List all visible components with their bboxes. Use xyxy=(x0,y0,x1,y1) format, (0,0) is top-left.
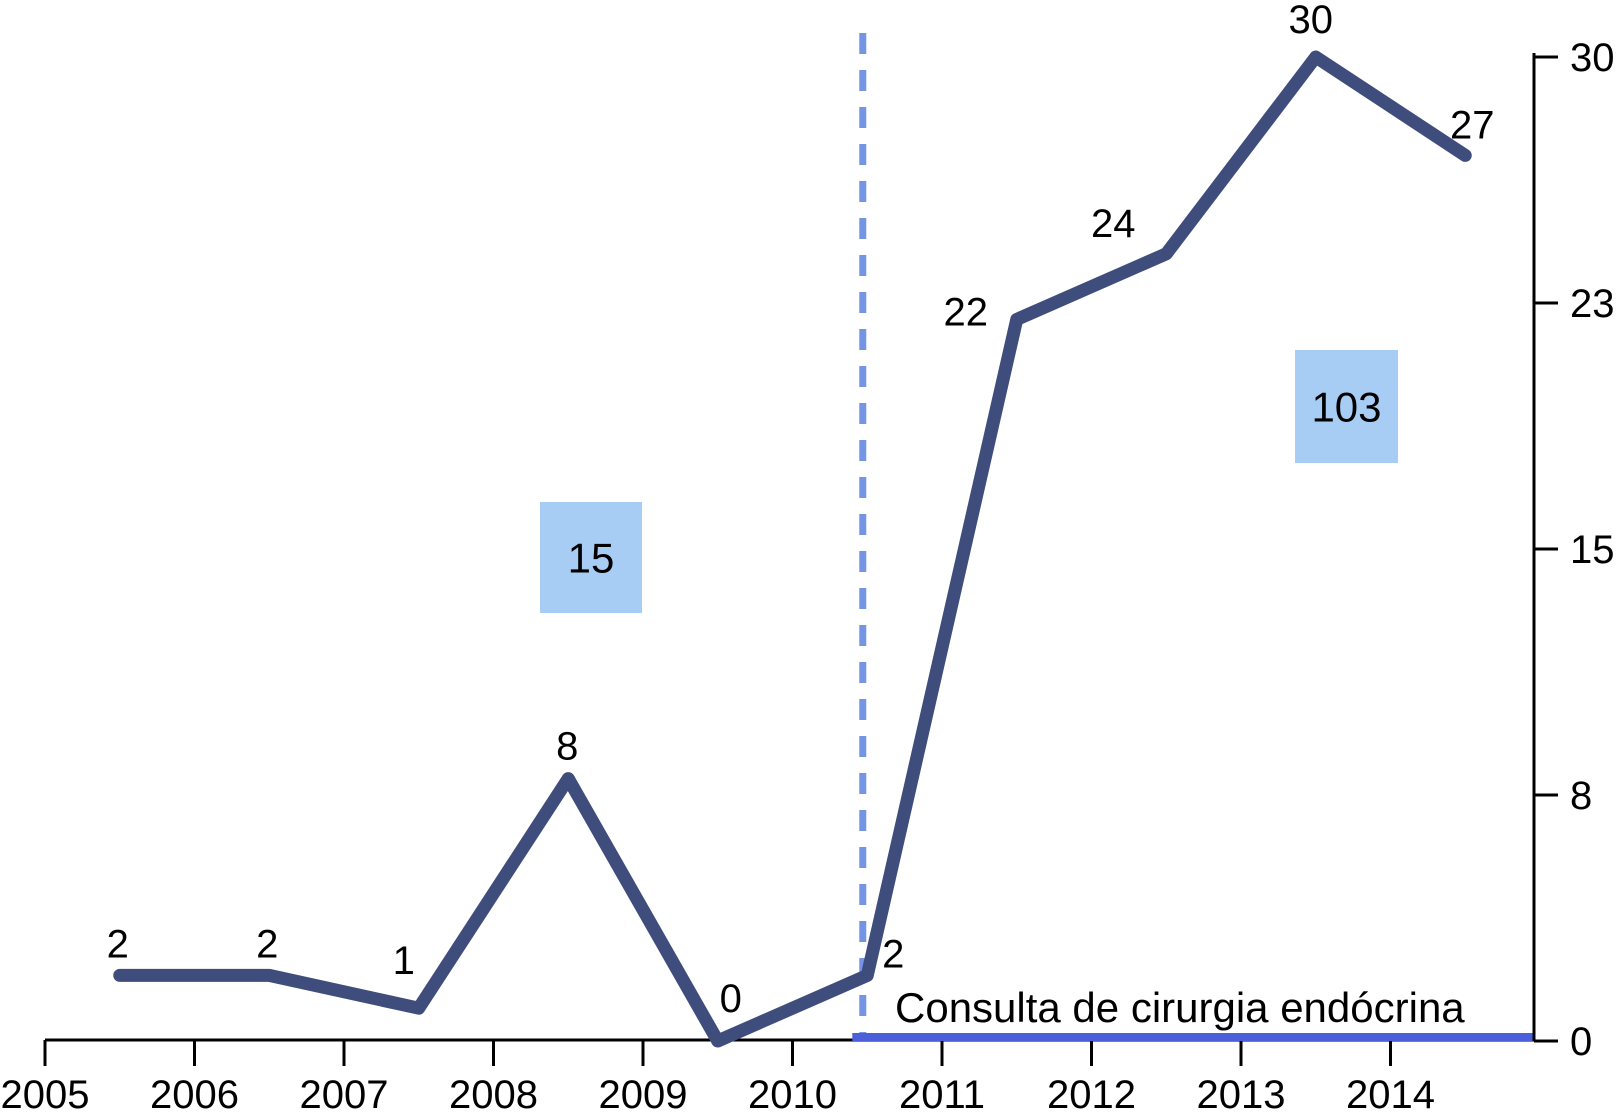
x-tick-label: 2013 xyxy=(1197,1073,1286,1117)
x-tick-label: 2014 xyxy=(1346,1073,1435,1117)
data-point-label: 2 xyxy=(882,932,904,976)
data-point-label: 30 xyxy=(1289,0,1334,42)
data-point-label: 2 xyxy=(256,922,278,966)
y-tick-label: 8 xyxy=(1570,774,1592,818)
annotation-box xyxy=(540,502,642,613)
annotation-box-label: 15 xyxy=(568,535,615,582)
y-tick-label: 15 xyxy=(1570,528,1615,572)
y-tick-label: 23 xyxy=(1570,282,1615,326)
x-tick-label: 2005 xyxy=(1,1073,90,1117)
annotation-box xyxy=(1295,350,1398,463)
x-tick-label: 2008 xyxy=(449,1073,538,1117)
data-point-label: 24 xyxy=(1091,202,1136,246)
data-point-label: 8 xyxy=(556,725,578,769)
data-point-label: 1 xyxy=(393,939,415,983)
data-point-label: 0 xyxy=(720,977,742,1021)
main-series-line xyxy=(113,50,1472,1048)
x-tick-label: 2011 xyxy=(899,1073,985,1117)
data-point-label: 2 xyxy=(107,922,129,966)
x-tick-label: 2012 xyxy=(1047,1073,1136,1117)
data-point-label: 22 xyxy=(944,290,989,334)
x-tick-label: 2006 xyxy=(150,1073,239,1117)
x-tick-label: 2007 xyxy=(300,1073,389,1117)
x-tick-label: 2009 xyxy=(599,1073,688,1117)
annotation-box-label: 103 xyxy=(1311,384,1381,431)
y-tick-label: 30 xyxy=(1570,36,1615,80)
x-tick-label: 2010 xyxy=(748,1073,837,1117)
data-point-label: 27 xyxy=(1450,103,1495,147)
series-label: Consulta de cirurgia endócrina xyxy=(895,984,1465,1031)
y-tick-label: 0 xyxy=(1570,1020,1592,1064)
